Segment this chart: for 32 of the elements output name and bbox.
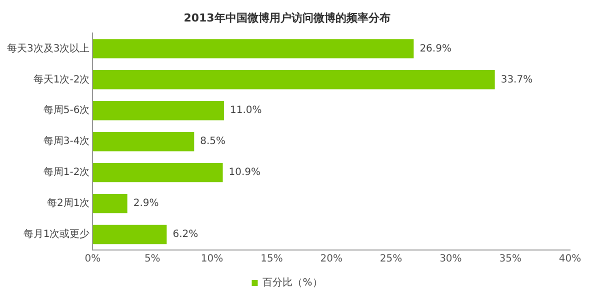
data-label: 11.0% — [230, 105, 262, 116]
data-label: 6.2% — [172, 229, 198, 240]
y-tick-label: 每月1次或更少 — [23, 228, 90, 240]
y-tick-label: 每周3-4次 — [43, 135, 90, 148]
x-tick-label: 20% — [320, 254, 342, 265]
x-tick-label: 25% — [380, 254, 402, 265]
bar — [92, 132, 194, 152]
bar — [92, 224, 167, 244]
bar — [92, 162, 223, 182]
x-tick-label: 5% — [144, 254, 160, 265]
bar — [92, 39, 414, 58]
data-label: 8.5% — [200, 136, 226, 148]
x-tick-label: 30% — [440, 254, 462, 265]
y-tick-label: 每周5-6次 — [43, 104, 90, 116]
chart-title: 2013年中国微博用户访问微博的频率分布 — [184, 11, 390, 24]
data-label: 26.9% — [420, 43, 452, 54]
bar — [92, 101, 224, 120]
y-tick-label: 每天1次-2次 — [33, 73, 90, 86]
y-tick-label: 每2周1次 — [46, 197, 90, 210]
legend-label: 百分比（%） — [262, 276, 322, 289]
bar — [92, 70, 495, 90]
y-tick-label: 每周1-2次 — [43, 166, 90, 178]
x-tick-label: 10% — [200, 254, 224, 265]
data-label: 2.9% — [133, 198, 159, 210]
data-label: 10.9% — [228, 167, 261, 178]
y-tick-label: 每天3次及3次以上 — [6, 42, 90, 54]
data-label: 33.7% — [500, 74, 533, 86]
bar — [92, 194, 128, 214]
x-tick-label: 40% — [558, 254, 582, 265]
x-tick-label: 35% — [499, 254, 522, 265]
x-tick-label: 0% — [84, 254, 101, 265]
x-tick-label: 15% — [260, 254, 283, 265]
